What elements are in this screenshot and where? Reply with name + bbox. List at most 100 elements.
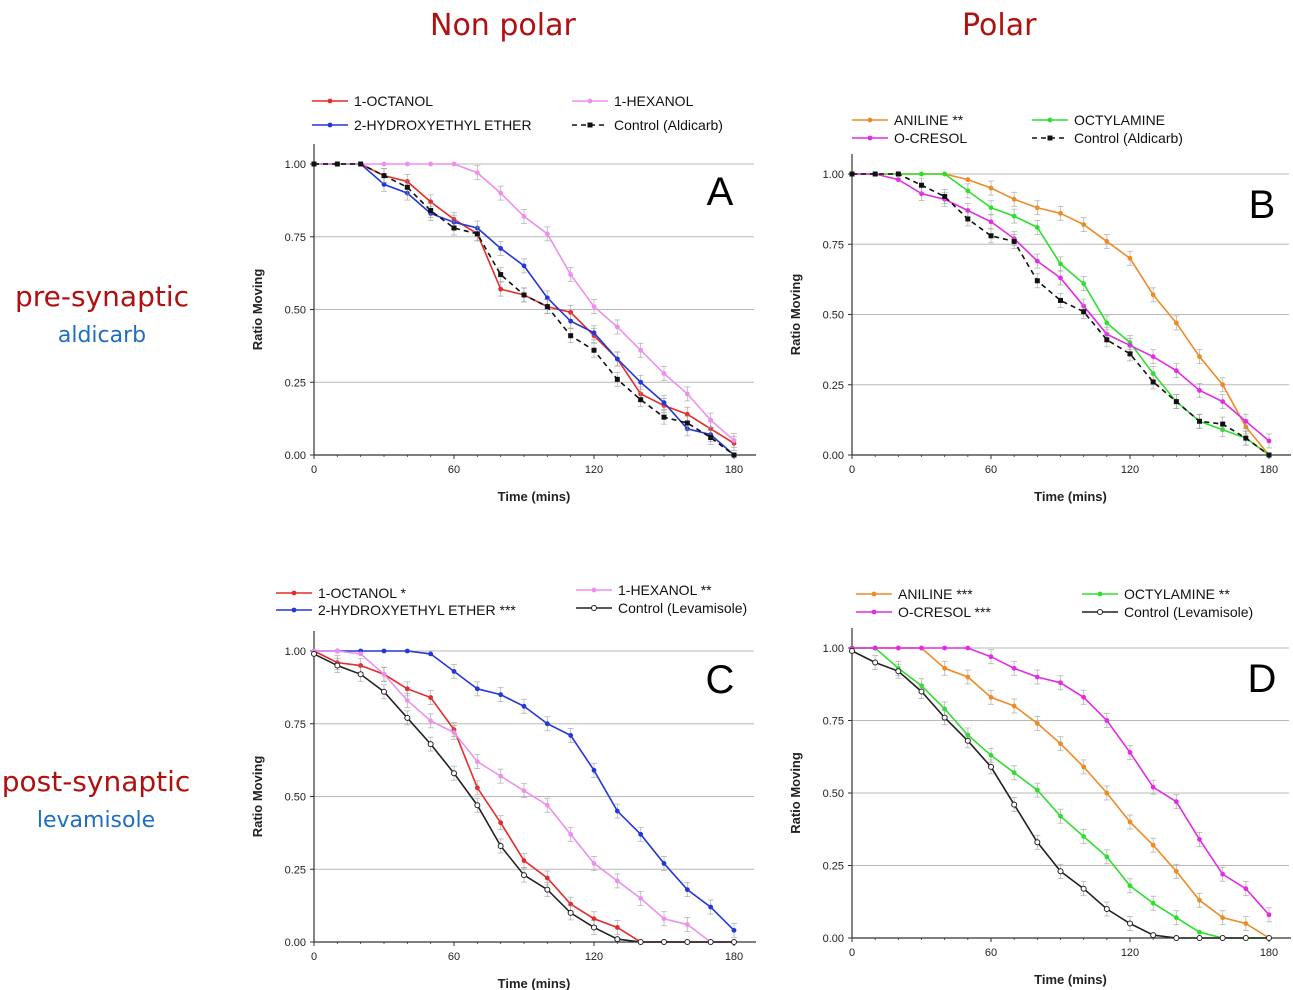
data-point: [498, 190, 504, 196]
data-point: [614, 324, 620, 330]
y-axis-label: Ratio Moving: [788, 274, 803, 356]
legend-swatch-marker: [867, 117, 873, 123]
data-point: [964, 737, 971, 744]
data-point: [474, 170, 480, 176]
data-point: [568, 732, 574, 738]
data-point: [731, 452, 737, 458]
data-point: [1081, 309, 1087, 315]
data-point: [591, 916, 597, 922]
data-point: [358, 161, 364, 167]
data-point: [1034, 674, 1040, 680]
data-point: [1034, 278, 1040, 284]
data-point: [1173, 868, 1179, 874]
x-axis-label: Time (mins): [1034, 972, 1107, 987]
data-point: [334, 648, 340, 654]
x-tick-label: 180: [725, 464, 743, 476]
data-point: [521, 788, 527, 794]
data-point: [1127, 819, 1133, 825]
data-point: [311, 161, 317, 167]
data-point: [591, 304, 597, 309]
data-point: [731, 438, 737, 443]
data-point: [1196, 935, 1203, 941]
data-point: [404, 184, 410, 190]
data-point: [1081, 222, 1087, 227]
data-point: [1081, 281, 1087, 286]
data-point: [942, 645, 948, 651]
legend-item: OCTYLAMINE: [1032, 112, 1165, 128]
legend-swatch-marker: [327, 98, 333, 104]
data-point: [1127, 351, 1133, 357]
legend-label: ANILINE ***: [898, 586, 973, 602]
y-tick-label: 1.00: [285, 646, 306, 658]
data-point: [684, 922, 690, 927]
chart-panel-c: 0.00 0.25 0.50 0.75 1.00 0 60 120 180 Time (mins)…: [250, 582, 756, 990]
x-tick-label: 180: [1260, 947, 1278, 959]
series-2: [849, 645, 1272, 923]
data-point: [1058, 741, 1063, 747]
data-point: [568, 831, 574, 837]
data-point: [661, 400, 667, 406]
data-point: [1104, 239, 1110, 244]
legend-item: ANILINE ***: [856, 586, 973, 602]
data-point: [311, 650, 317, 657]
y-tick-label: 0.00: [285, 450, 306, 462]
y-tick-label: 0.75: [823, 716, 844, 728]
data-point: [544, 802, 550, 808]
data-point: [708, 904, 714, 910]
data-point: [1011, 238, 1017, 244]
legend-label: Control (Levamisole): [1124, 604, 1253, 620]
data-point: [591, 861, 597, 866]
y-tick-label: 1.00: [823, 169, 844, 181]
data-point: [497, 842, 504, 849]
data-point: [1058, 275, 1063, 281]
y-axis-label: Ratio Moving: [250, 269, 265, 351]
chart-panel-a: 0.00 0.25 0.50 0.75 1.00 0 60 120 180 Time (mins)…: [250, 93, 756, 504]
data-point: [1243, 418, 1249, 424]
x-tick-label: 120: [1121, 947, 1139, 959]
data-point: [451, 668, 457, 674]
data-point: [919, 182, 924, 188]
data-point: [872, 171, 878, 177]
legend-item: 1-OCTANOL: [312, 93, 433, 109]
data-point: [1220, 399, 1226, 405]
data-point: [428, 651, 434, 657]
data-point: [568, 272, 574, 277]
legend-label: Control (Levamisole): [618, 600, 747, 616]
legend-item: Control (Aldicarb): [572, 117, 723, 133]
data-point: [544, 231, 550, 237]
x-tick-label: 0: [849, 464, 855, 476]
data-point: [1011, 196, 1017, 202]
y-tick-label: 0.75: [285, 719, 306, 731]
y-tick-label: 0.75: [823, 239, 844, 251]
data-point: [474, 785, 480, 791]
y-tick-label: 0.00: [823, 933, 844, 945]
legend-label: O-CRESOL: [894, 130, 967, 146]
data-point: [1197, 897, 1202, 903]
legend-item: Control (Aldicarb): [1032, 130, 1183, 146]
series-2: [311, 648, 737, 945]
data-point: [1173, 915, 1179, 921]
legend-swatch-marker: [587, 98, 593, 104]
data-point: [591, 924, 597, 931]
data-point: [919, 171, 924, 177]
legend-swatch-marker: [591, 587, 597, 593]
chart-panel-b: 0.00 0.25 0.50 0.75 1.00 0 60 120 180 Time (mins)…: [788, 112, 1291, 504]
legend-item: Control (Levamisole): [1082, 604, 1253, 620]
data-point: [684, 391, 690, 397]
data-point: [1058, 297, 1063, 303]
data-point: [895, 645, 901, 651]
data-point: [381, 688, 387, 695]
series-line: [314, 163, 735, 445]
data-point: [428, 695, 434, 700]
y-tick-label: 0.75: [285, 232, 306, 244]
legend-label: 1-OCTANOL *: [318, 585, 406, 601]
data-point: [661, 414, 667, 420]
data-point: [544, 721, 550, 727]
legend-item: 2-HYDROXYETHYL ETHER ***: [276, 602, 516, 618]
data-point: [1080, 885, 1087, 892]
legend-item: ANILINE **: [852, 112, 964, 128]
data-point: [1103, 906, 1110, 912]
y-tick-label: 0.00: [285, 937, 306, 949]
data-point: [357, 671, 364, 678]
data-point: [684, 939, 691, 945]
